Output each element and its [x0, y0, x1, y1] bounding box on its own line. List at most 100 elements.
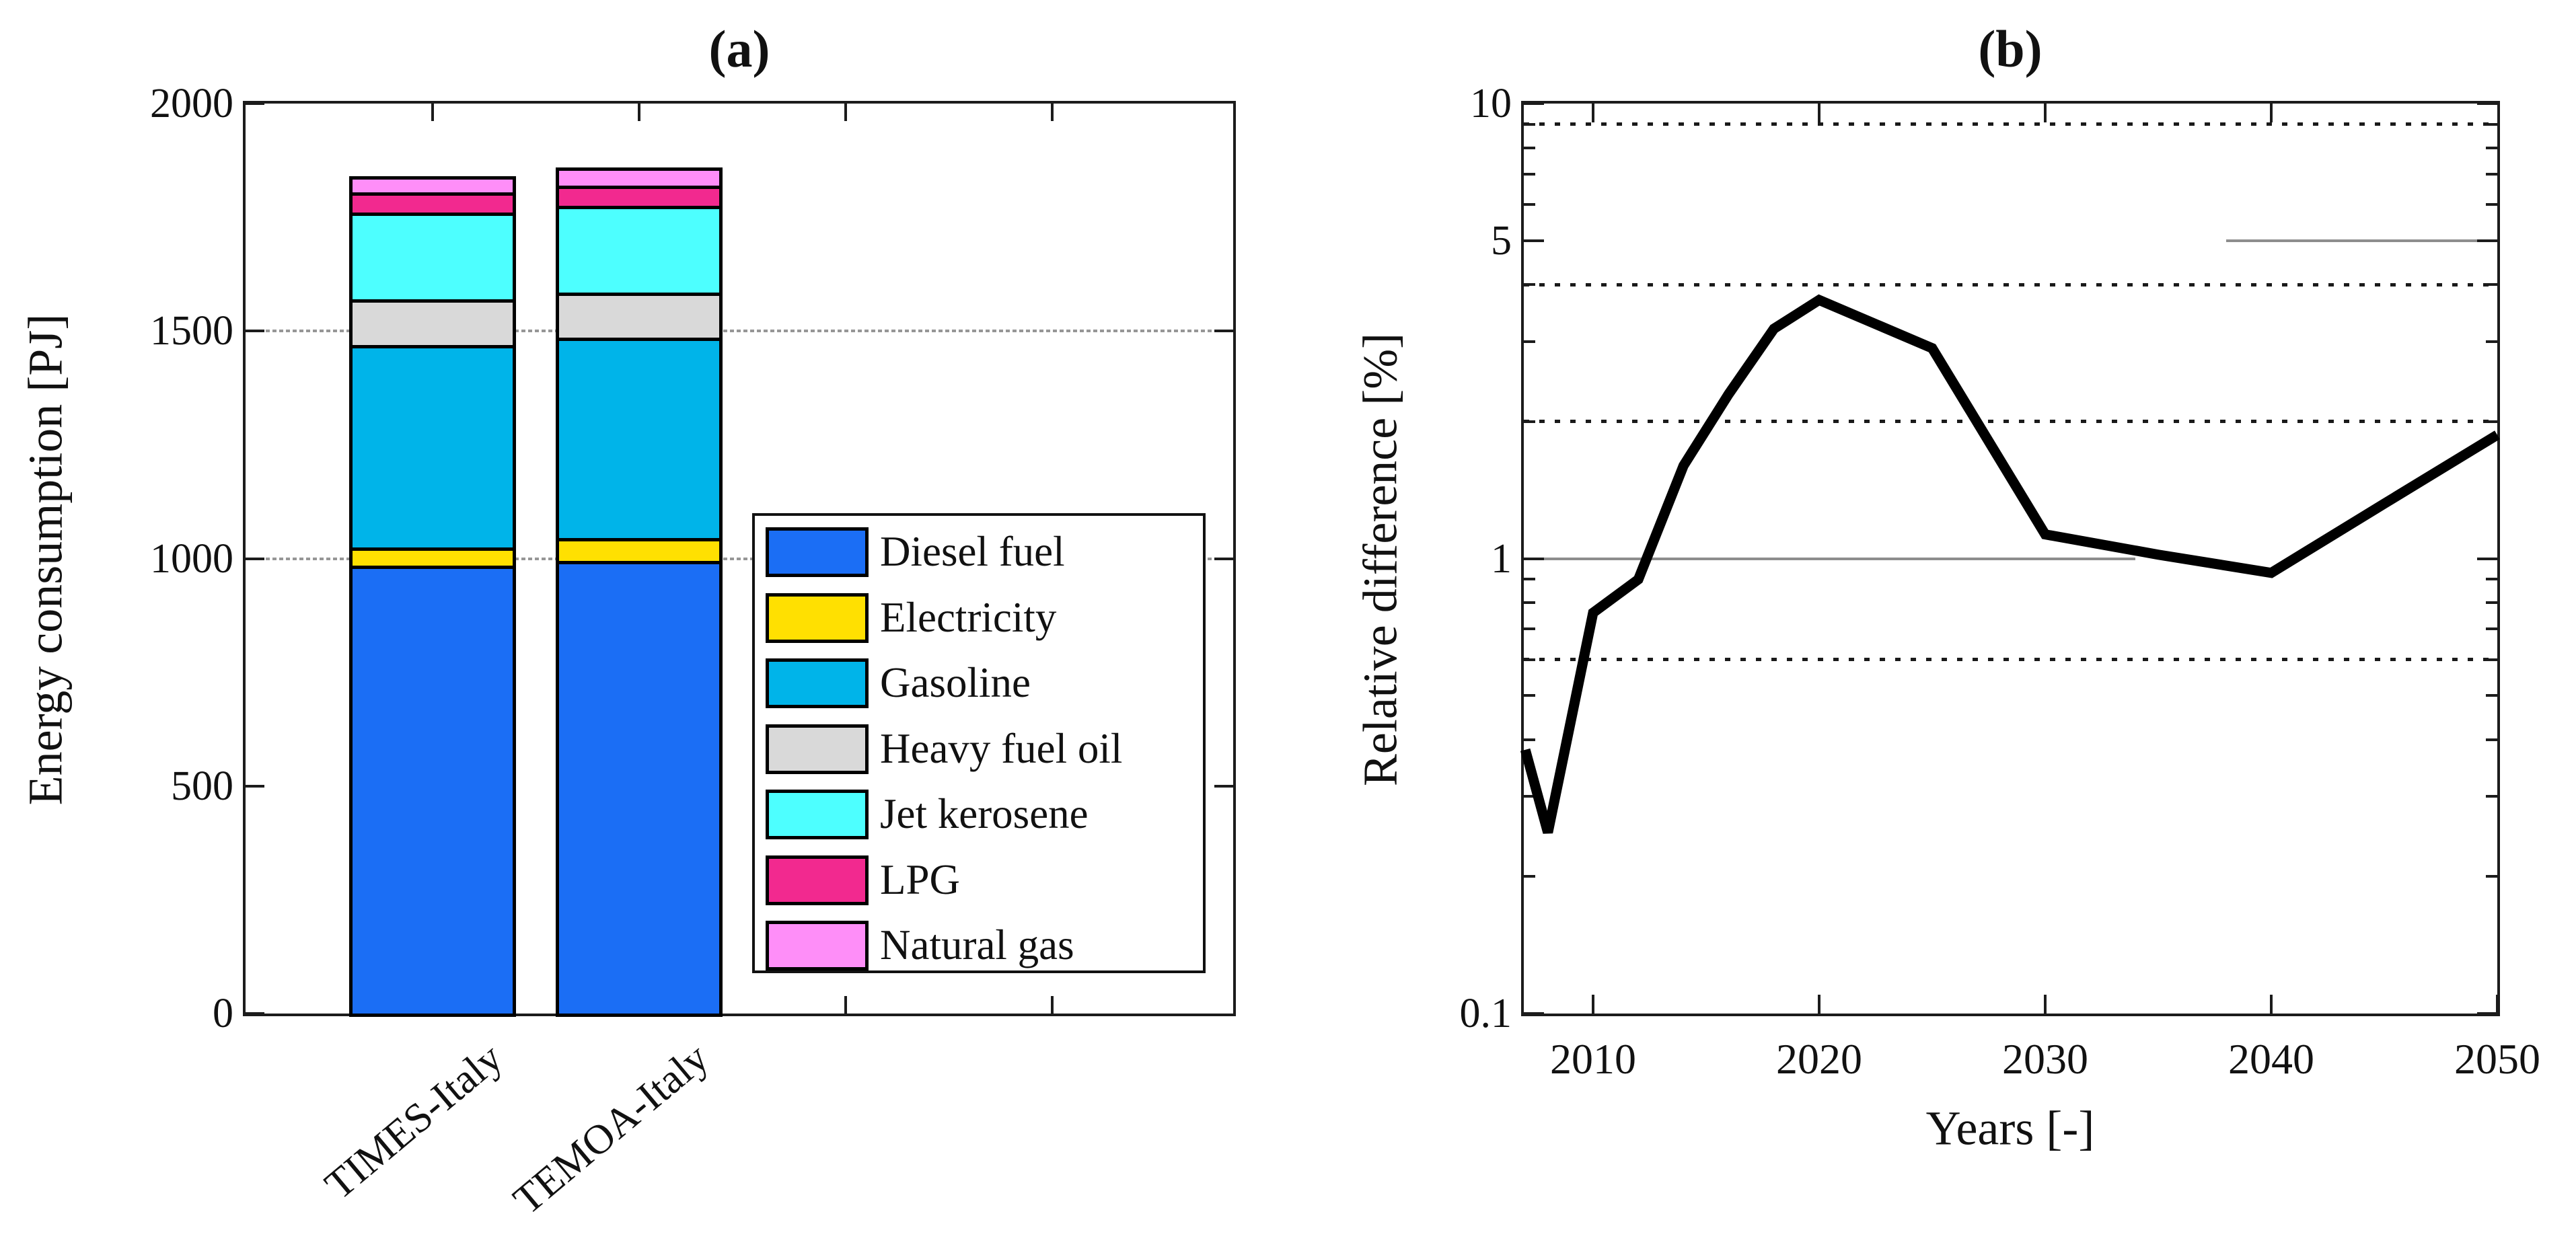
x-tick-b-bottom	[1592, 995, 1594, 1014]
y-minortick-b-right	[2486, 601, 2497, 605]
legend-row: Heavy fuel oil	[755, 724, 1203, 790]
panel-b-x-axis-label: Years [-]	[1925, 1101, 2095, 1155]
y-minortick-b	[1524, 420, 1535, 423]
panel-b: (b)	[1278, 0, 2576, 1259]
bar-segment-heavy-fuel-oil	[556, 292, 723, 342]
panel-a-plot-box	[243, 101, 1236, 1016]
legend: Diesel fuel Electricity Gasoline Heavy fuel…	[752, 513, 1206, 973]
y-tick-label-a: 1500	[150, 308, 233, 354]
y-tick-label-a: 500	[171, 763, 233, 809]
y-minortick-b-right	[2486, 146, 2497, 149]
y-minortick-b	[1524, 694, 1535, 697]
y-minortick-b	[1524, 172, 1535, 176]
y-tick-b-right	[2477, 1012, 2497, 1015]
reference-line-1	[1525, 557, 2136, 560]
gridline-1500	[246, 330, 1233, 333]
bar-segment-natural-gas	[349, 176, 516, 196]
legend-label: Heavy fuel oil	[880, 724, 1123, 772]
y-tick-b	[1524, 557, 1544, 560]
bar-segment-lpg	[349, 192, 516, 217]
legend-label: Natural gas	[880, 921, 1074, 968]
x-tick-b-bottom	[2496, 995, 2499, 1014]
gridline-dotted-0.6	[1524, 658, 2497, 662]
legend-swatch-natural-gas	[766, 921, 869, 970]
bar-segment-electricity	[556, 538, 723, 564]
y-minortick-b	[1524, 122, 1535, 126]
y-tick-label-a: 0	[213, 991, 233, 1036]
y-minortick-b-right	[2486, 122, 2497, 126]
gridline-1000	[246, 557, 1233, 560]
y-minortick-b-right	[2486, 738, 2497, 741]
y-minortick-b-right	[2486, 172, 2497, 176]
y-minortick-b-right	[2486, 694, 2497, 697]
reference-line-5	[2225, 239, 2497, 242]
panel-a-title: (a)	[708, 20, 770, 78]
bar-segment-natural-gas	[556, 167, 723, 189]
y-minortick-b	[1524, 738, 1535, 741]
x-tick-b-bottom	[2044, 995, 2047, 1014]
y-minortick-b	[1524, 795, 1535, 798]
legend-row: Gasoline	[755, 658, 1203, 724]
gridline-dotted-2	[1524, 420, 2497, 424]
y-minortick-b-right	[2486, 203, 2497, 206]
y-minortick-b	[1524, 203, 1535, 206]
x-tick-label-b: 2040	[2228, 1035, 2314, 1083]
y-minortick-b	[1524, 578, 1535, 581]
y-tick-b	[1524, 1012, 1544, 1015]
y-tick-label-a: 1000	[150, 535, 233, 582]
x-tick-b-bottom	[1818, 995, 1820, 1014]
bar-segment-diesel-fuel	[349, 565, 516, 1017]
legend-label: LPG	[880, 855, 961, 903]
y-minortick-b	[1524, 658, 1535, 661]
y-minortick-b-right	[2486, 795, 2497, 798]
legend-row: Jet kerosene	[755, 790, 1203, 855]
y-tick-b-right	[2477, 239, 2497, 242]
y-minortick-b-right	[2486, 627, 2497, 631]
y-tick-label-b: 5	[1491, 217, 1512, 264]
legend-swatch-heavy-fuel-oil	[766, 724, 869, 774]
y-minortick-b	[1524, 146, 1535, 149]
legend-row: Diesel fuel	[755, 527, 1203, 593]
legend-label: Gasoline	[880, 659, 1031, 706]
x-tick-a-top	[638, 104, 640, 121]
y-minortick-b-right	[2486, 283, 2497, 287]
gridline-dotted-9	[1524, 122, 2497, 126]
x-tick-b-top	[1818, 104, 1820, 122]
legend-swatch-lpg	[766, 855, 869, 905]
legend-row: Natural gas	[755, 921, 1203, 987]
y-tick-b	[1524, 239, 1544, 242]
y-tick-label-b: 1	[1491, 535, 1512, 582]
x-tick-a-bottom	[1051, 996, 1054, 1014]
y-minortick-b	[1524, 627, 1535, 631]
y-minortick-b	[1524, 283, 1535, 287]
panel-b-title: (b)	[1978, 20, 2043, 78]
x-tick-b-top	[2270, 104, 2273, 122]
y-tick-a	[246, 784, 264, 788]
y-minortick-b	[1524, 875, 1535, 878]
bar-segment-gasoline	[349, 344, 516, 551]
y-minortick-b-right	[2486, 578, 2497, 581]
y-tick-label-a: 2000	[150, 81, 233, 126]
y-minortick-b-right	[2486, 340, 2497, 343]
legend-label: Jet kerosene	[880, 790, 1089, 837]
bar-segment-heavy-fuel-oil	[349, 299, 516, 348]
legend-label: Diesel fuel	[880, 528, 1065, 575]
x-tick-a-top	[431, 104, 434, 121]
x-tick-a-top	[1051, 104, 1054, 121]
gridline-dotted-4	[1524, 282, 2497, 287]
y-tick-label-b: 0.1	[1459, 991, 1512, 1036]
legend-label: Electricity	[880, 593, 1057, 641]
bar-segment-jet-kerosene	[349, 213, 516, 303]
y-minortick-b	[1524, 340, 1535, 343]
y-tick-a-right	[1214, 784, 1233, 788]
y-tick-a-right	[1214, 330, 1233, 333]
panel-a: (a) Energy consumption [PJ]	[0, 0, 1278, 1259]
y-tick-a-right	[1214, 557, 1233, 560]
y-tick-b-right	[2477, 557, 2497, 560]
y-tick-b	[1524, 102, 1544, 105]
bar-segment-jet-kerosene	[556, 206, 723, 296]
x-tick-b-bottom	[2270, 995, 2273, 1014]
y-tick-a	[246, 102, 264, 105]
legend-swatch-gasoline	[766, 658, 869, 708]
y-tick-label-b: 10	[1470, 81, 1512, 126]
